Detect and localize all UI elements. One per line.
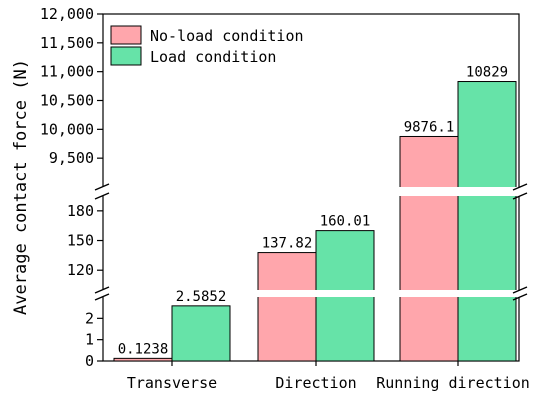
x-axis: Transverse Direction Running direction	[127, 361, 530, 392]
bars	[113, 81, 517, 362]
axis-break-mark	[512, 286, 528, 294]
axis-break-mark	[94, 192, 110, 200]
data-label: 0.1238	[118, 341, 169, 357]
y-tick-label: 11,500	[40, 34, 94, 52]
bar	[457, 81, 517, 362]
y-tick-label: 10,000	[40, 120, 94, 138]
data-label: 160.01	[320, 214, 371, 230]
y-tick-label: 9,500	[49, 149, 94, 167]
axis-break-mark	[512, 192, 528, 200]
data-labels: 0.1238 137.82 9876.1 2.5852 160.01 10829	[118, 65, 508, 358]
axis-break-gap	[97, 290, 525, 297]
bar	[171, 305, 231, 362]
data-label: 9876.1	[404, 119, 455, 135]
y-tick-label: 1	[85, 331, 94, 349]
x-tick-label: Running direction	[376, 374, 530, 392]
y-tick-label: 12,000	[40, 5, 94, 23]
y-tick-label: 10,500	[40, 92, 94, 110]
y-tick-label: 120	[67, 261, 94, 279]
data-label: 2.5852	[176, 289, 227, 305]
legend-label-no-load: No-load condition	[150, 27, 304, 45]
y-tick-label: 150	[67, 232, 94, 250]
axis-break-mark	[512, 293, 528, 301]
y-axis: 0 1 2 120 150 180 9,500 10,000 10,500 11,000 11,50…	[40, 5, 103, 370]
bar	[113, 357, 173, 362]
x-tick-label: Direction	[275, 374, 356, 392]
y-axis-title: Average contact force (N)	[11, 59, 31, 315]
axis-breaks	[94, 183, 528, 301]
axis-break-mark	[94, 183, 110, 191]
y-tick-label: 11,000	[40, 63, 94, 81]
axis-break-mark	[512, 183, 528, 191]
legend: No-load condition Load condition	[110, 25, 304, 66]
y-tick-label: 180	[67, 202, 94, 220]
axis-break-mark	[94, 286, 110, 294]
y-tick-label: 0	[85, 352, 94, 370]
data-label: 137.82	[262, 236, 313, 252]
data-label: 10829	[466, 65, 508, 81]
axis-break-mark	[94, 293, 110, 301]
bar	[257, 252, 317, 362]
y-tick-label: 2	[85, 309, 94, 327]
legend-swatch-no-load	[110, 25, 142, 45]
axis-break-gap	[97, 187, 525, 196]
legend-label-load: Load condition	[150, 48, 276, 66]
bar	[399, 135, 459, 362]
legend-swatch-load	[110, 46, 142, 66]
x-tick-label: Transverse	[127, 374, 217, 392]
